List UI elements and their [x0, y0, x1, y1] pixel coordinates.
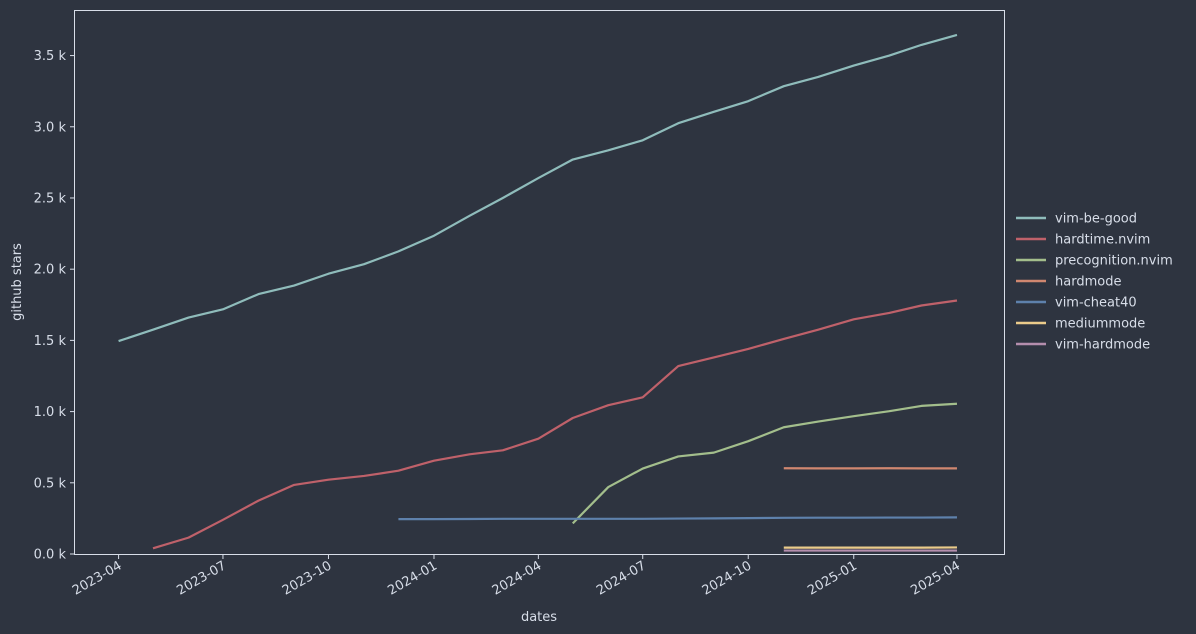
legend-label: mediummode [1055, 317, 1145, 332]
legend: vim-be-good hardtime.nvim precognition.nvi… [1016, 212, 1173, 353]
legend-label: hardtime.nvim [1055, 233, 1150, 248]
y-tick-label: 2.5 k [34, 191, 67, 206]
legend-label: hardmode [1055, 275, 1121, 290]
series-layer [118, 33, 958, 552]
y-tick-label: 3.0 k [34, 120, 67, 135]
legend-label: vim-cheat40 [1055, 296, 1137, 311]
y-axis-title: github stars [10, 243, 25, 321]
series-line-vim-be-good [118, 33, 958, 343]
y-tick-label: 2.0 k [34, 263, 67, 278]
y-axis: 0.0 k 0.5 k 1.0 k 1.5 k 2.0 k 2.5 k 3.0 k 3.5 k [34, 49, 75, 563]
y-tick-label: 0.5 k [34, 476, 67, 491]
series-line-precognition-nvim [571, 402, 958, 525]
series-line-hardtime-nvim [152, 299, 958, 550]
plot-frame [74, 10, 1005, 555]
legend-label: vim-be-good [1055, 212, 1137, 227]
y-tick-label: 1.5 k [34, 334, 67, 349]
y-tick-label: 1.0 k [34, 405, 67, 420]
legend-label: vim-hardmode [1055, 338, 1150, 353]
y-tick-label: 0.0 k [34, 548, 67, 563]
x-axis-title: dates [521, 610, 557, 625]
y-tick-label: 3.5 k [34, 49, 67, 64]
legend-label: precognition.nvim [1055, 254, 1173, 269]
series-line-vim-cheat40 [398, 516, 957, 521]
